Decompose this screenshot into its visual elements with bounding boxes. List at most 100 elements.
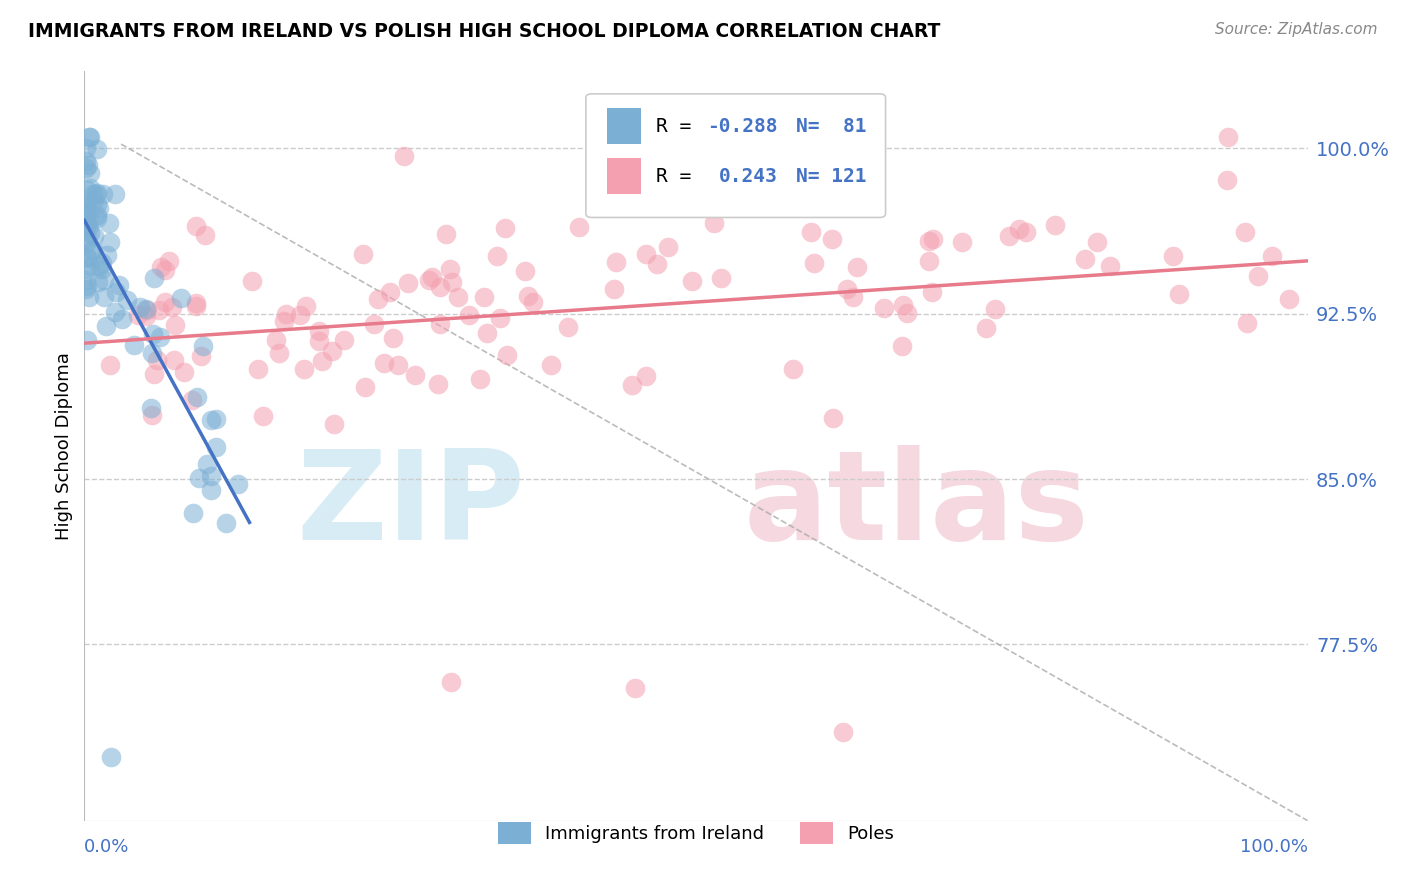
Point <box>488 310 510 325</box>
Point <box>200 468 222 483</box>
Point <box>129 301 152 315</box>
Point <box>984 301 1007 316</box>
Text: -0.288: -0.288 <box>707 117 778 136</box>
Point <box>252 409 274 423</box>
Point <box>321 344 343 359</box>
Point <box>1014 225 1036 239</box>
Point <box>1236 316 1258 330</box>
Point <box>82 244 104 258</box>
Point <box>150 260 173 274</box>
Point <box>1278 292 1301 306</box>
Point <box>142 367 165 381</box>
Point <box>76 184 98 198</box>
Point <box>100 749 122 764</box>
Point <box>148 303 170 318</box>
Point <box>267 346 290 360</box>
Point <box>75 250 97 264</box>
Point <box>186 390 208 404</box>
Point <box>247 362 270 376</box>
Point <box>323 417 346 431</box>
Point <box>873 301 896 315</box>
Point <box>603 282 626 296</box>
Point <box>922 232 945 246</box>
Point <box>998 229 1021 244</box>
Point <box>146 353 169 368</box>
FancyBboxPatch shape <box>586 94 886 218</box>
Point <box>86 142 108 156</box>
Point <box>273 314 295 328</box>
Point <box>200 483 222 498</box>
Point <box>439 262 461 277</box>
Point <box>181 507 204 521</box>
Point <box>418 273 440 287</box>
Point <box>79 130 101 145</box>
Point <box>429 318 451 332</box>
Point <box>75 220 97 235</box>
Point <box>557 319 579 334</box>
Point <box>636 247 658 261</box>
Point <box>1074 252 1097 266</box>
Text: 0.0%: 0.0% <box>84 838 129 856</box>
Point <box>896 306 918 320</box>
Point <box>831 725 853 739</box>
Text: N=  81: N= 81 <box>796 117 866 136</box>
Point <box>77 130 100 145</box>
Point <box>93 273 115 287</box>
Point <box>91 256 114 270</box>
Point <box>76 278 98 293</box>
Point <box>75 203 97 218</box>
Point <box>79 260 101 274</box>
Point <box>387 358 409 372</box>
Point <box>86 208 108 222</box>
Point <box>624 681 647 696</box>
Point <box>94 319 117 334</box>
Point <box>93 290 115 304</box>
Point <box>381 331 404 345</box>
Point <box>647 257 669 271</box>
Point <box>363 318 385 332</box>
Point <box>104 187 127 202</box>
Point <box>475 326 498 340</box>
Point <box>87 259 110 273</box>
Point <box>495 348 517 362</box>
Point <box>83 229 105 244</box>
Point <box>447 290 470 304</box>
Point <box>782 362 804 376</box>
Point <box>458 308 481 322</box>
Point <box>82 194 104 208</box>
Point <box>75 260 97 275</box>
Point <box>205 440 228 454</box>
Point <box>98 358 121 372</box>
Point <box>86 186 108 200</box>
Point <box>494 221 516 235</box>
Point <box>186 219 208 234</box>
Point <box>891 339 914 353</box>
Point <box>352 246 374 260</box>
Point <box>1216 130 1239 145</box>
Point <box>703 217 725 231</box>
Point <box>308 324 330 338</box>
Point <box>308 334 330 348</box>
Point <box>636 368 658 383</box>
Point <box>513 264 536 278</box>
Point <box>621 378 644 392</box>
Text: R =: R = <box>655 167 714 186</box>
Point <box>162 300 184 314</box>
Point <box>82 243 104 257</box>
Point <box>392 149 415 163</box>
Point <box>568 220 591 235</box>
Point <box>837 282 859 296</box>
Point <box>485 249 508 263</box>
Point <box>522 295 544 310</box>
Point <box>75 236 97 251</box>
Point <box>157 254 180 268</box>
Text: Source: ZipAtlas.com: Source: ZipAtlas.com <box>1215 22 1378 37</box>
Point <box>96 247 118 261</box>
Point <box>434 227 457 242</box>
Point <box>91 186 114 201</box>
Point <box>142 326 165 341</box>
Point <box>135 302 157 317</box>
Point <box>76 158 98 172</box>
Point <box>90 262 112 277</box>
Point <box>842 290 865 304</box>
